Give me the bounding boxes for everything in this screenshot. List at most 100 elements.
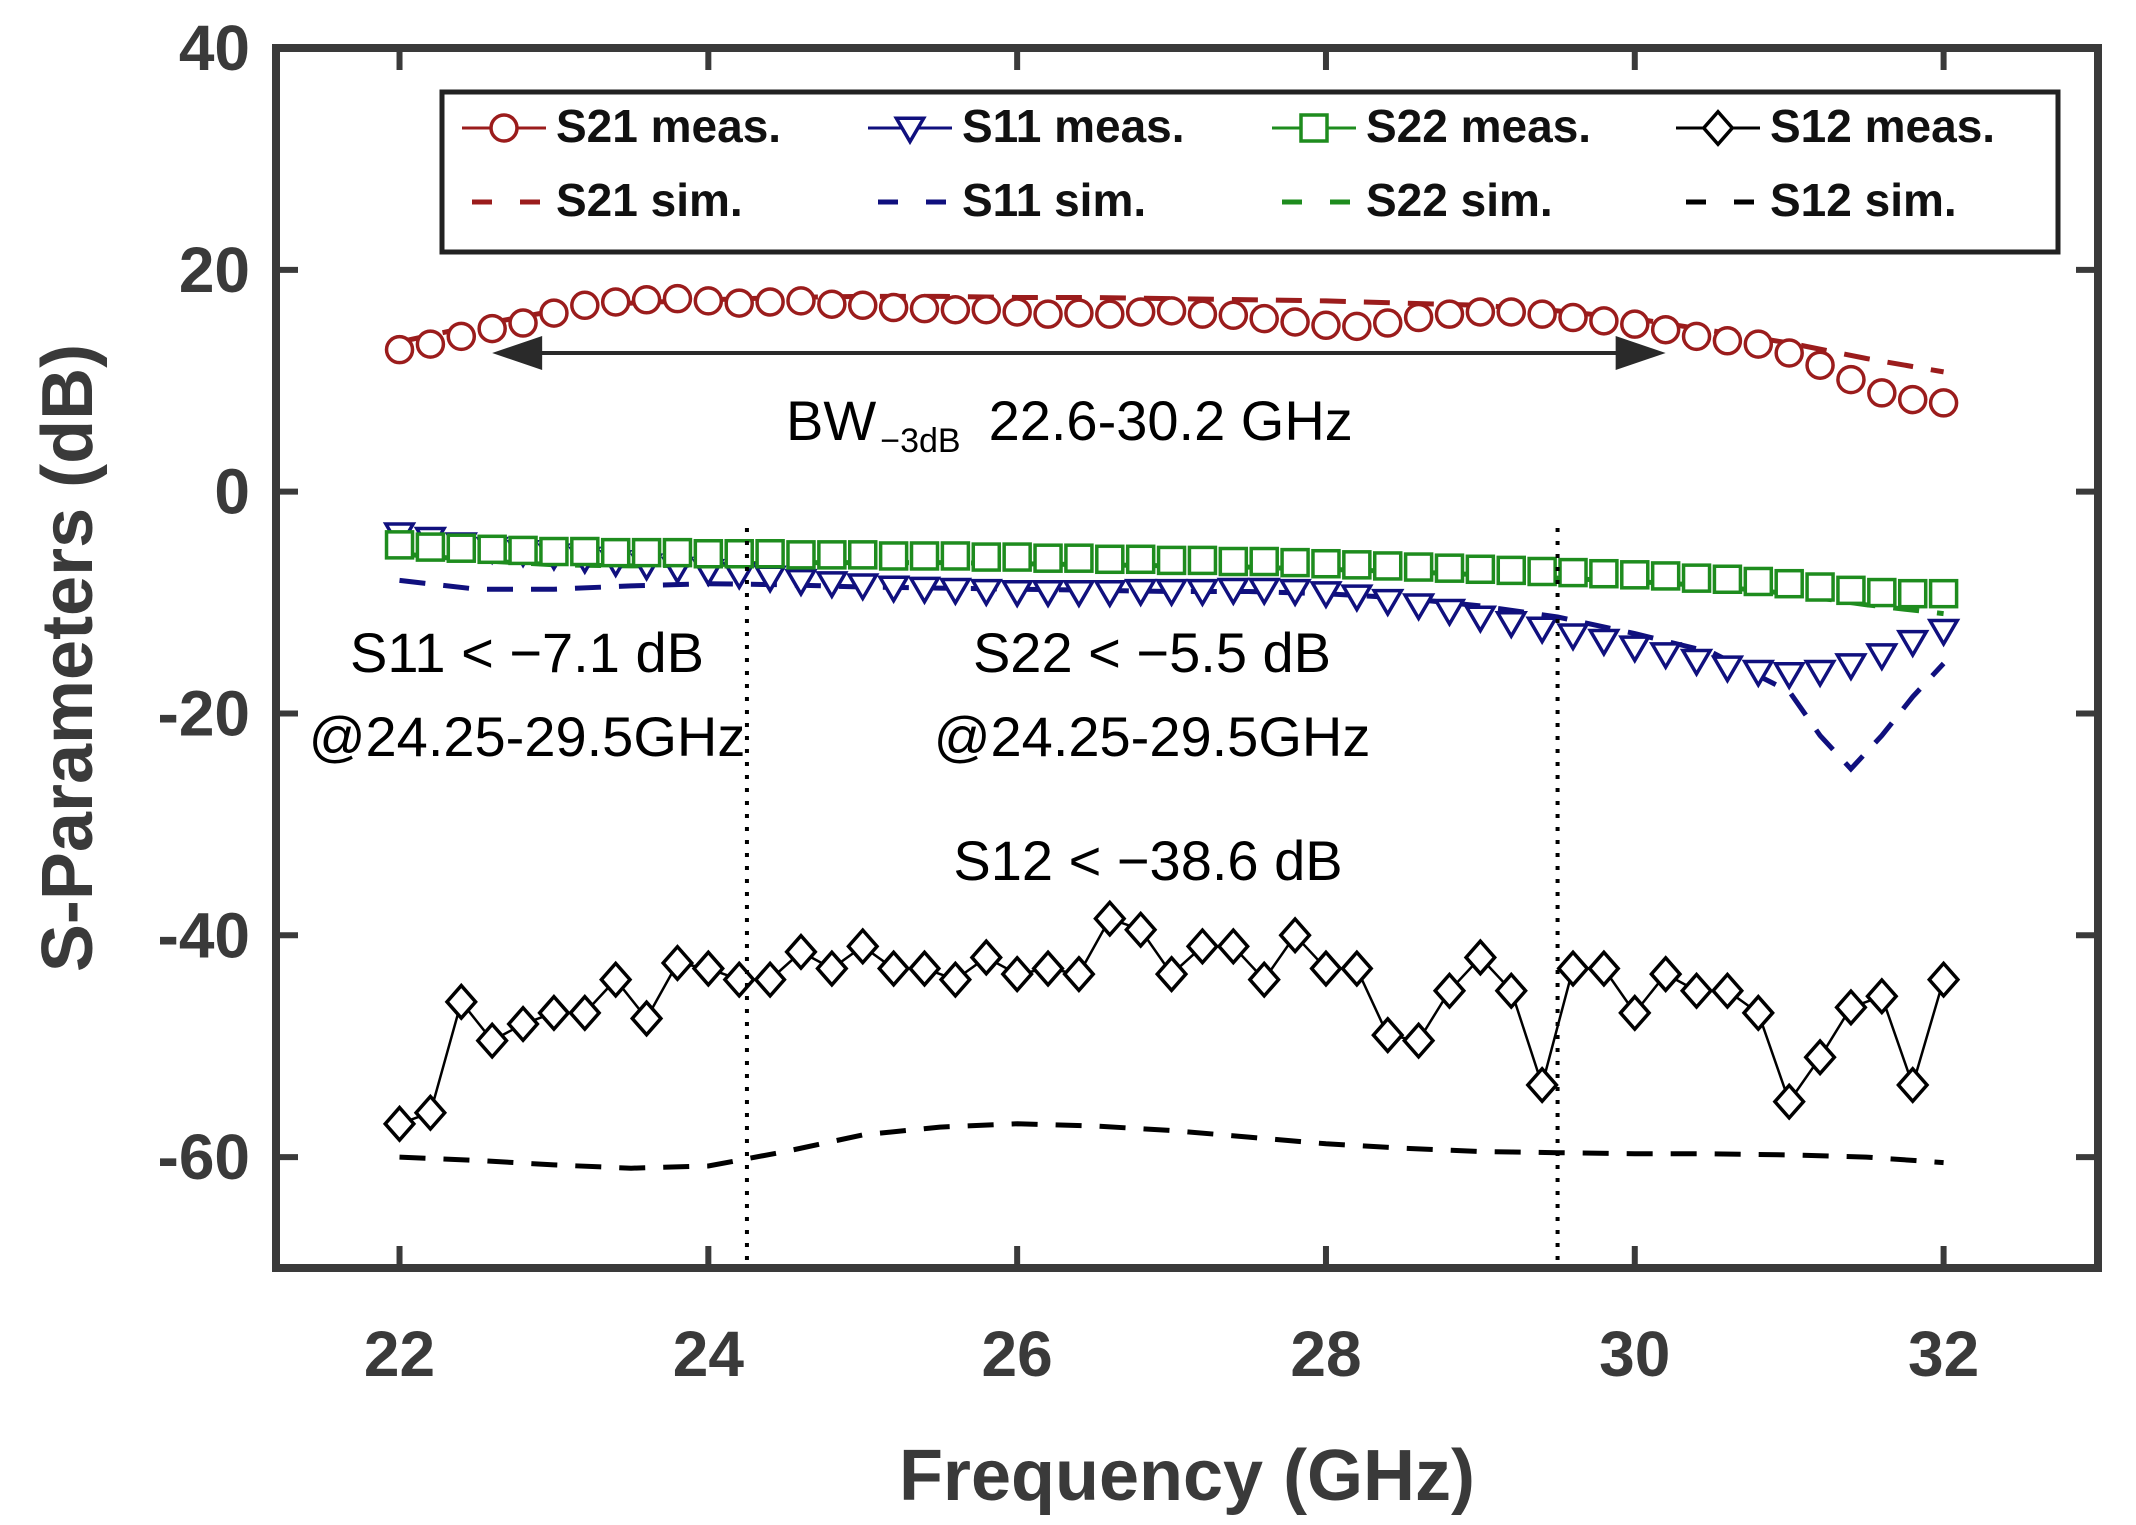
data-point bbox=[1033, 299, 1063, 329]
data-point bbox=[600, 287, 631, 317]
data-point bbox=[1187, 545, 1218, 576]
data-point bbox=[1803, 659, 1837, 689]
data-point bbox=[1434, 299, 1465, 329]
data-point bbox=[753, 565, 787, 595]
data-point bbox=[1216, 927, 1250, 966]
data-point bbox=[1805, 350, 1835, 380]
data-point bbox=[1000, 955, 1034, 993]
data-point bbox=[477, 313, 507, 344]
data-point bbox=[815, 571, 849, 600]
data-point bbox=[415, 532, 446, 562]
data-point bbox=[537, 994, 571, 1032]
data-point bbox=[1249, 546, 1279, 577]
data-point bbox=[693, 538, 724, 569]
data-point bbox=[753, 960, 787, 999]
data-point bbox=[384, 530, 415, 560]
data-point bbox=[1525, 616, 1559, 646]
data-point bbox=[878, 541, 909, 571]
data-point bbox=[1836, 364, 1866, 395]
data-point bbox=[1648, 642, 1683, 671]
data-point bbox=[1803, 1038, 1837, 1077]
data-point bbox=[662, 537, 693, 568]
data-point bbox=[1679, 971, 1714, 1010]
data-point bbox=[1249, 303, 1279, 334]
s11-annotation-line2: @24.25-29.5GHz bbox=[309, 705, 746, 768]
data-point bbox=[446, 321, 477, 352]
data-point bbox=[1928, 578, 1959, 609]
legend-label: S12 meas. bbox=[1770, 100, 1995, 152]
data-point bbox=[1618, 994, 1652, 1032]
data-point bbox=[724, 538, 754, 569]
data-point bbox=[1743, 329, 1774, 359]
data-point bbox=[1618, 635, 1652, 665]
data-point bbox=[1774, 338, 1804, 368]
bw-annotation-subscript: −3dB bbox=[880, 422, 960, 460]
data-point bbox=[599, 960, 633, 999]
data-point bbox=[1125, 297, 1156, 327]
data-point bbox=[876, 575, 911, 605]
legend-entry: S22 sim. bbox=[1282, 174, 1553, 226]
data-point bbox=[1558, 302, 1588, 333]
data-point bbox=[847, 540, 878, 570]
bandwidth-arrow-right-head bbox=[1615, 336, 1666, 370]
data-point bbox=[1896, 629, 1930, 659]
data-point bbox=[1620, 309, 1650, 339]
data-point bbox=[1064, 543, 1094, 573]
data-point bbox=[1494, 611, 1528, 640]
series-line bbox=[399, 917, 1945, 1125]
data-point bbox=[1587, 949, 1621, 988]
data-point bbox=[1527, 299, 1557, 329]
data-point bbox=[570, 290, 600, 321]
data-point bbox=[1216, 577, 1251, 607]
data-point bbox=[1403, 552, 1434, 582]
data-point bbox=[1710, 971, 1745, 1010]
data-point bbox=[1926, 618, 1961, 648]
data-point bbox=[660, 944, 695, 982]
data-point bbox=[1031, 579, 1065, 609]
legend-label: S11 meas. bbox=[962, 100, 1185, 152]
data-point bbox=[1896, 1066, 1930, 1104]
data-point bbox=[1741, 659, 1776, 689]
data-point bbox=[940, 541, 971, 571]
data-point bbox=[1867, 577, 1897, 608]
data-point bbox=[1556, 623, 1590, 652]
data-point bbox=[876, 949, 911, 988]
data-point bbox=[477, 534, 507, 565]
plot-frame bbox=[272, 44, 2102, 1272]
data-point bbox=[1371, 1016, 1405, 1054]
legend-entry: S21 sim. bbox=[472, 174, 743, 226]
data-point bbox=[508, 308, 538, 338]
data-point bbox=[1650, 314, 1681, 345]
data-point bbox=[629, 999, 664, 1038]
bw-annotation: BW −3dB 22.6-30.2 GHz bbox=[786, 389, 1353, 460]
data-point bbox=[1064, 298, 1094, 328]
data-point bbox=[1123, 578, 1158, 608]
data-point bbox=[846, 573, 880, 602]
data-point bbox=[508, 535, 538, 566]
data-point bbox=[568, 994, 602, 1032]
data-point bbox=[1432, 971, 1467, 1010]
data-point bbox=[907, 949, 942, 988]
data-point bbox=[693, 286, 724, 316]
y-axis-title: S-Parameters (dB) bbox=[28, 344, 108, 972]
data-point bbox=[1247, 960, 1281, 999]
data-point bbox=[1185, 927, 1220, 966]
data-point bbox=[755, 287, 785, 317]
data-point bbox=[1187, 299, 1218, 329]
data-point bbox=[1558, 557, 1588, 588]
data-point bbox=[1309, 949, 1343, 988]
annotation-layer: BW −3dB 22.6-30.2 GHz S11 < −7.1 dB @24.25… bbox=[309, 336, 1666, 1268]
y-tick-label: 20 bbox=[179, 234, 250, 306]
data-point bbox=[907, 576, 942, 606]
data-point bbox=[600, 537, 631, 568]
x-tick-label: 30 bbox=[1599, 1318, 1670, 1390]
data-point bbox=[384, 334, 415, 365]
data-point bbox=[1589, 306, 1619, 336]
data-point bbox=[1401, 593, 1436, 622]
data-point bbox=[755, 538, 785, 569]
data-point bbox=[1401, 1021, 1436, 1060]
bw-annotation-main: BW bbox=[786, 389, 876, 452]
data-point bbox=[506, 1005, 540, 1043]
data-point bbox=[969, 938, 1003, 977]
data-point bbox=[631, 537, 662, 568]
